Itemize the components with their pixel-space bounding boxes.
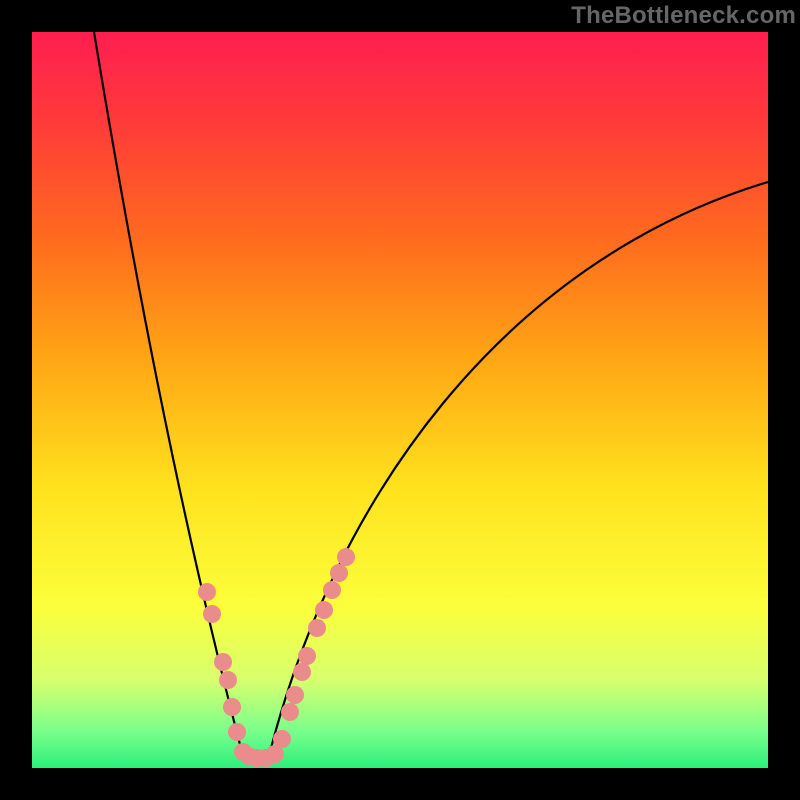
data-marker bbox=[286, 686, 304, 704]
data-marker bbox=[315, 601, 333, 619]
outer-frame: TheBottleneck.com bbox=[0, 0, 800, 800]
data-marker bbox=[298, 647, 316, 665]
data-marker bbox=[273, 730, 291, 748]
data-marker bbox=[308, 619, 326, 637]
curve-left-branch bbox=[94, 32, 244, 760]
data-marker bbox=[214, 653, 232, 671]
data-marker bbox=[228, 723, 246, 741]
data-marker bbox=[293, 663, 311, 681]
data-marker bbox=[198, 583, 216, 601]
data-marker bbox=[323, 581, 341, 599]
data-marker bbox=[330, 564, 348, 582]
data-marker bbox=[223, 698, 241, 716]
data-marker bbox=[281, 703, 299, 721]
data-marker bbox=[203, 605, 221, 623]
watermark-text: TheBottleneck.com bbox=[571, 2, 796, 30]
data-marker bbox=[219, 671, 237, 689]
bottleneck-curve bbox=[32, 32, 768, 768]
plot-area bbox=[32, 32, 768, 768]
data-marker bbox=[337, 548, 355, 566]
curve-right-branch bbox=[268, 182, 768, 760]
